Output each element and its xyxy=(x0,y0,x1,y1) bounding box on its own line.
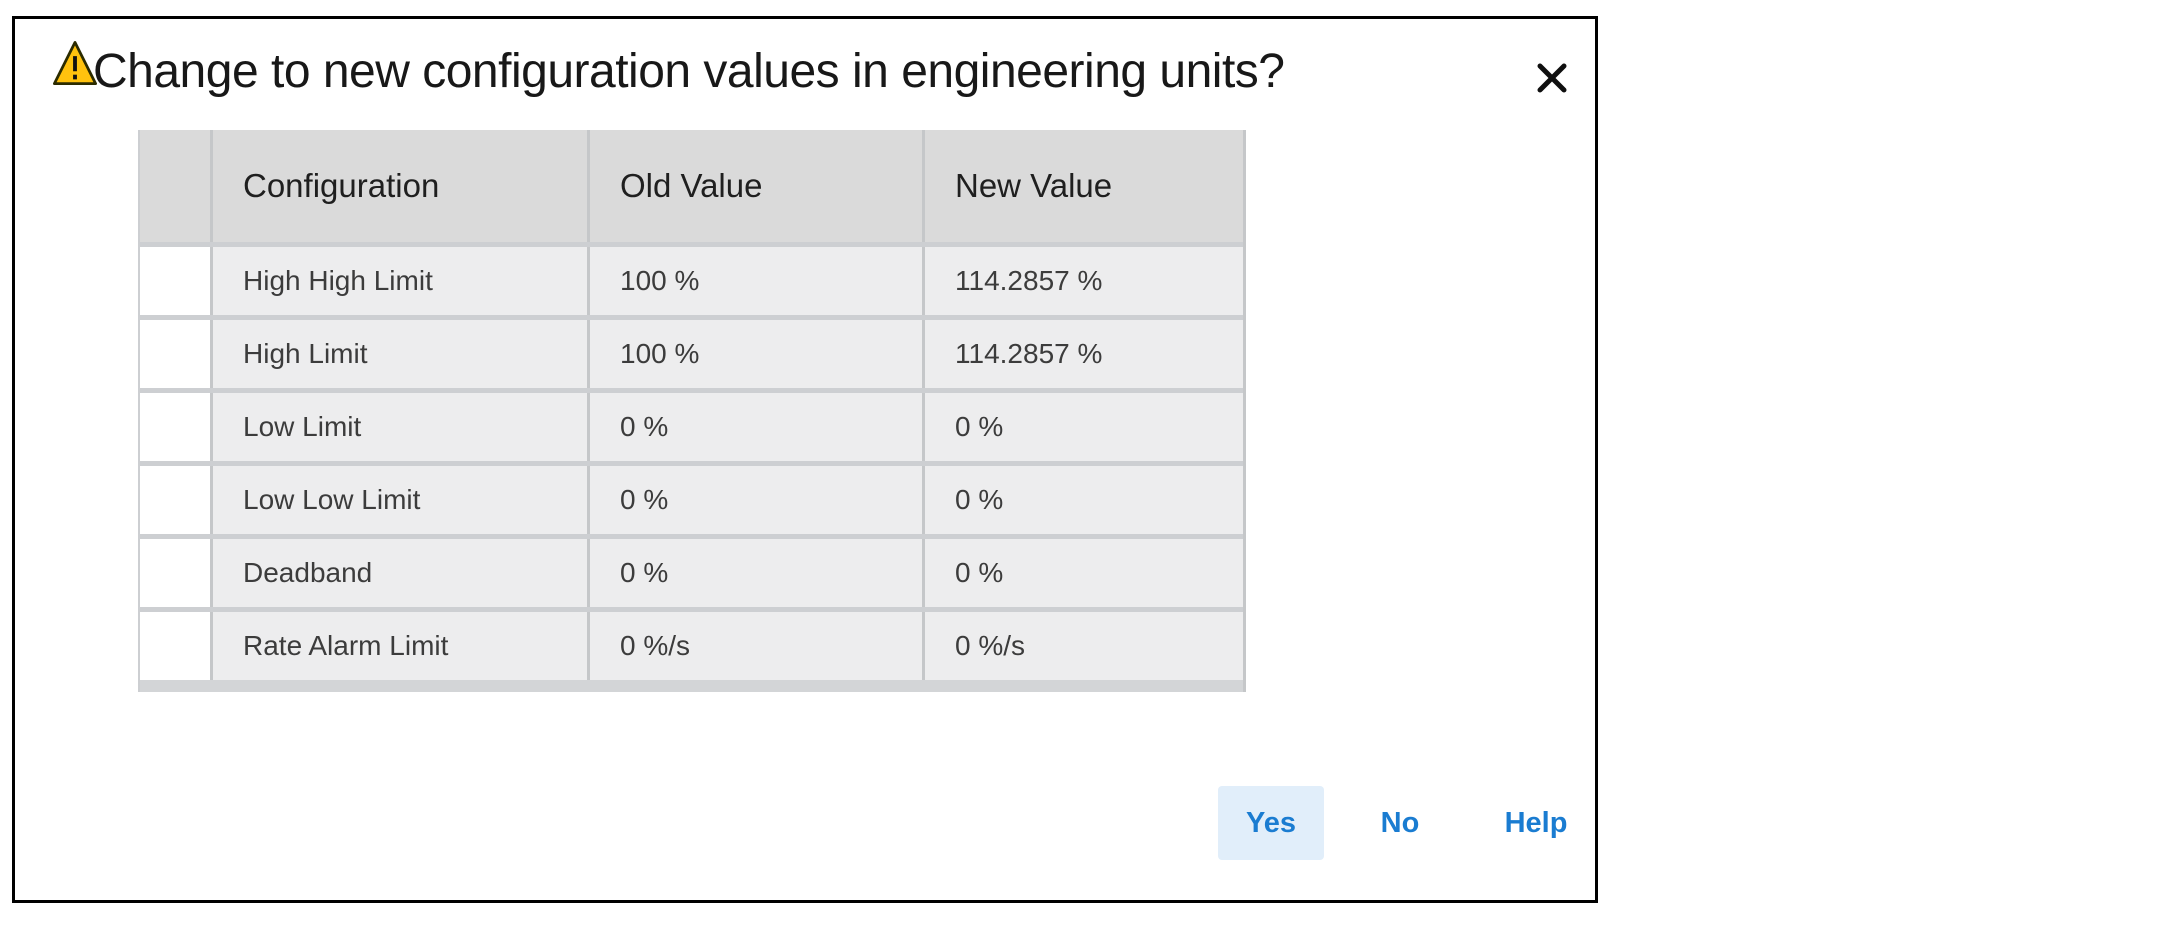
cell-new-value: 0 %/s xyxy=(925,612,1243,680)
cell-old-value: 0 %/s xyxy=(590,612,925,680)
row-selector-cell[interactable] xyxy=(140,539,213,607)
table-row[interactable]: High Limit 100 % 114.2857 % xyxy=(140,320,1243,388)
row-separator xyxy=(140,607,1243,612)
cell-old-value: 100 % xyxy=(590,247,925,315)
header-cell-new-value: New Value xyxy=(925,130,1243,242)
row-selector-cell[interactable] xyxy=(140,393,213,461)
no-button[interactable]: No xyxy=(1352,786,1448,860)
row-separator xyxy=(140,534,1243,539)
table-row[interactable]: Deadband 0 % 0 % xyxy=(140,539,1243,607)
cell-configuration: Low Low Limit xyxy=(213,466,590,534)
close-button[interactable] xyxy=(1523,49,1581,107)
cell-old-value: 0 % xyxy=(590,466,925,534)
row-separator xyxy=(140,461,1243,466)
yes-button[interactable]: Yes xyxy=(1218,786,1324,860)
cell-new-value: 114.2857 % xyxy=(925,247,1243,315)
header-cell-configuration: Configuration xyxy=(213,130,590,242)
table-row[interactable]: Low Limit 0 % 0 % xyxy=(140,393,1243,461)
cell-configuration: High High Limit xyxy=(213,247,590,315)
table-row[interactable]: Low Low Limit 0 % 0 % xyxy=(140,466,1243,534)
row-separator xyxy=(140,315,1243,320)
cell-new-value: 0 % xyxy=(925,539,1243,607)
table-row[interactable]: Rate Alarm Limit 0 %/s 0 %/s xyxy=(140,612,1243,680)
cell-new-value: 0 % xyxy=(925,466,1243,534)
cell-old-value: 100 % xyxy=(590,320,925,388)
cell-configuration: Rate Alarm Limit xyxy=(213,612,590,680)
table-scrollbar-track[interactable] xyxy=(140,680,1243,692)
row-selector-cell[interactable] xyxy=(140,247,213,315)
row-separator xyxy=(140,242,1243,247)
cell-new-value: 0 % xyxy=(925,393,1243,461)
header-cell-old-value: Old Value xyxy=(590,130,925,242)
cell-new-value: 114.2857 % xyxy=(925,320,1243,388)
cell-old-value: 0 % xyxy=(590,539,925,607)
cell-configuration: Deadband xyxy=(213,539,590,607)
help-button[interactable]: Help xyxy=(1478,786,1594,860)
header-cell-row-selector xyxy=(140,130,213,242)
dialog-title: Change to new configuration values in en… xyxy=(93,45,1285,98)
confirmation-dialog: Change to new configuration values in en… xyxy=(12,16,1598,903)
configuration-table: Configuration Old Value New Value High H… xyxy=(138,130,1246,692)
cell-old-value: 0 % xyxy=(590,393,925,461)
row-selector-cell[interactable] xyxy=(140,320,213,388)
cell-configuration: Low Limit xyxy=(213,393,590,461)
row-separator xyxy=(140,388,1243,393)
table-header-row: Configuration Old Value New Value xyxy=(140,130,1243,242)
warning-triangle-icon xyxy=(53,41,97,85)
row-selector-cell[interactable] xyxy=(140,466,213,534)
row-selector-cell[interactable] xyxy=(140,612,213,680)
cell-configuration: High Limit xyxy=(213,320,590,388)
table-row[interactable]: High High Limit 100 % 114.2857 % xyxy=(140,247,1243,315)
close-icon xyxy=(1537,63,1567,93)
